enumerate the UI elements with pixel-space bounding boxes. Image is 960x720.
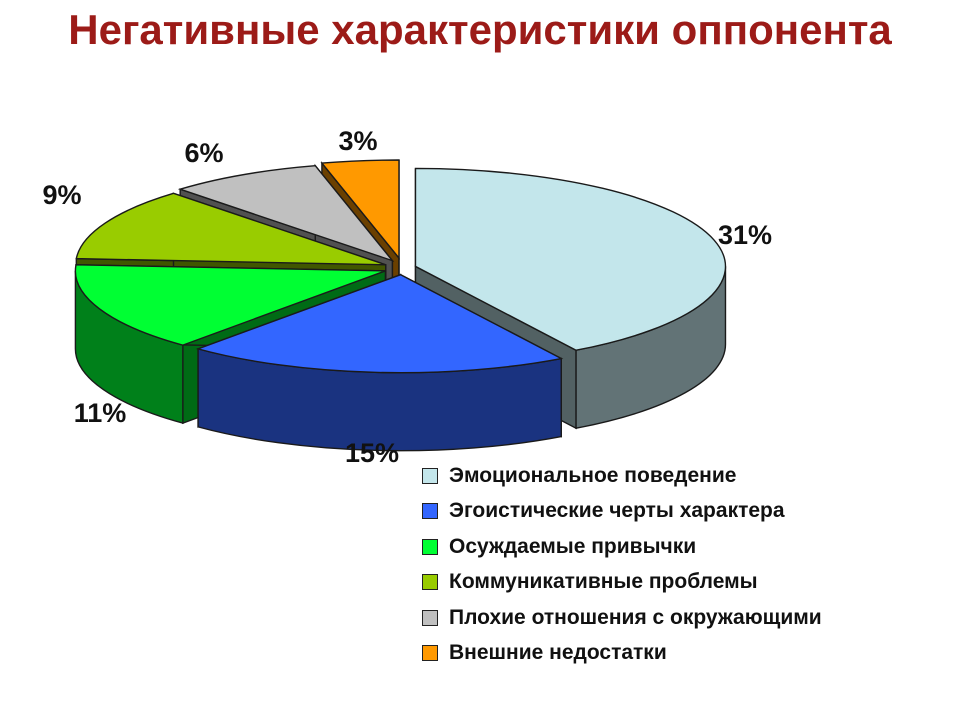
legend-swatch <box>422 609 438 626</box>
legend-item-3: Осуждаемые привычки <box>422 529 822 565</box>
legend-label: Внешние недостатки <box>449 641 667 665</box>
legend-label: Эгоистические черты характера <box>449 499 785 523</box>
legend-swatch <box>422 538 438 555</box>
slice-top-face <box>74 264 386 346</box>
legend-swatch <box>422 503 438 520</box>
data-label-4: 9% <box>42 180 81 210</box>
data-label-5: 6% <box>184 138 223 168</box>
legend-label: Плохие отношения с окружающими <box>449 605 822 629</box>
legend-swatch <box>422 574 438 591</box>
legend-item-2: Эгоистические черты характера <box>422 494 822 530</box>
data-label-1: 31% <box>718 220 772 250</box>
slice-top-face <box>320 159 400 260</box>
chart-title: Негативные характеристики оппонента <box>68 6 892 53</box>
data-label-6: 3% <box>338 126 377 156</box>
legend-swatch <box>422 645 438 662</box>
slice-top-face <box>177 164 395 263</box>
data-label-3: 11% <box>74 398 127 428</box>
legend-swatch <box>422 467 438 484</box>
legend-item-4: Коммуникативные проблемы <box>422 565 822 601</box>
legend-item-5: Плохие отношения с окружающими <box>422 600 822 636</box>
slice-top-face <box>414 167 727 351</box>
pie-slice-2 <box>195 273 564 452</box>
data-label-2: 15% <box>345 438 399 468</box>
legend-item-6: Внешние недостатки <box>422 636 822 672</box>
chart-legend: Эмоциональное поведение Эгоистические чер… <box>422 458 822 671</box>
legend-label: Эмоциональное поведение <box>449 463 737 487</box>
legend-label: Осуждаемые привычки <box>449 534 697 558</box>
slice-top-face <box>195 273 564 374</box>
legend-item-1: Эмоциональное поведение <box>422 458 822 494</box>
legend-label: Коммуникативные проблемы <box>449 570 758 594</box>
slice-top-face <box>75 192 386 266</box>
